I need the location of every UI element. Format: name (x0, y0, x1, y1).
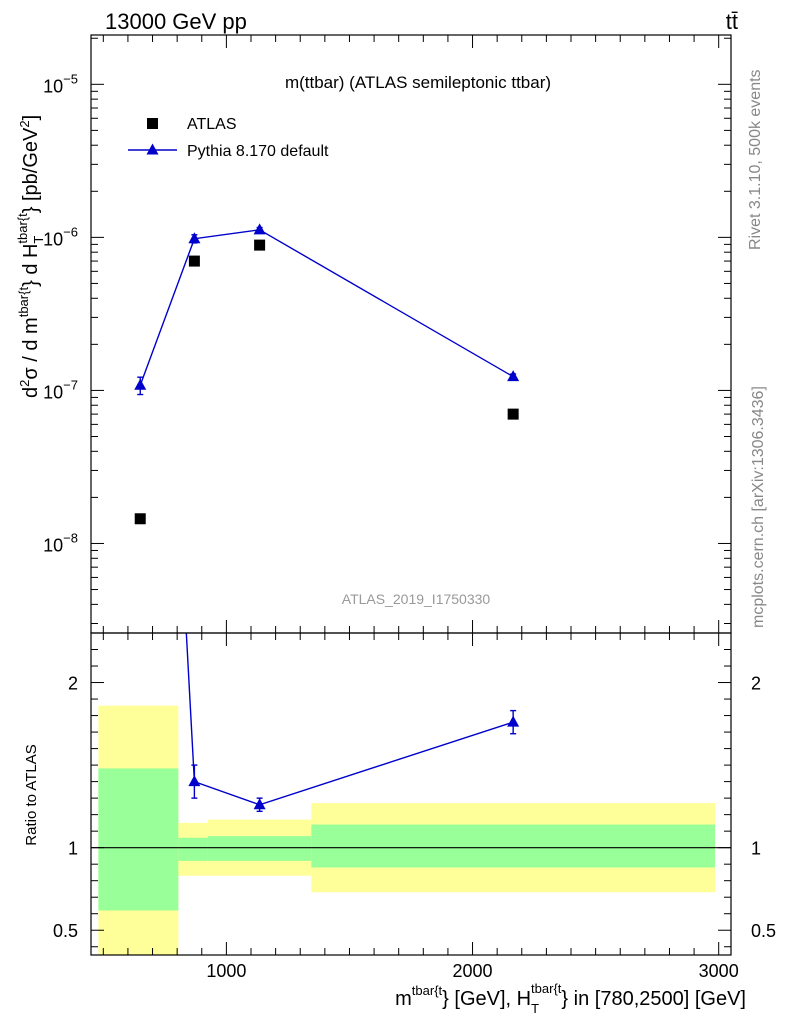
pythia-line (139, 229, 514, 386)
main-y-tick-base: 10 (43, 535, 63, 555)
ratio-y-tick-label-left: 0.5 (53, 921, 78, 941)
xlabel-range: } in [780,2500] [GeV] (561, 988, 746, 1010)
xlabel-m: m (395, 988, 412, 1010)
main-y-tick-base: 10 (43, 229, 63, 249)
mcplots-label: mcplots.cern.ch [arXiv:1306.3436] (750, 386, 767, 628)
ratio-frame (90, 632, 732, 956)
atlas-point (188, 255, 200, 267)
main-y-tick-label: 10−6 (43, 224, 78, 249)
xlabel-sub-t: T (531, 1001, 539, 1016)
ratio-band-green (178, 837, 208, 861)
rivet-version-label: Rivet 3.1.10, 500k events (747, 69, 764, 250)
x-tick-label: 2000 (453, 961, 493, 981)
xlabel-sup-tbar2: tbar{t (531, 981, 562, 996)
header-energy-label: 13000 GeV pp (105, 9, 247, 34)
main-y-axis-label: d2σ / d mtbar{t} d HTtbar{t} [pb/GeV2] (15, 115, 46, 398)
xlabel-gev-h: } [GeV], H (442, 988, 531, 1010)
header-process-label: tt̄ (726, 9, 738, 34)
main-panel: 10−810−710−610−5 m(ttbar) (ATLAS semilep… (15, 34, 732, 634)
ratio-pythia-point (188, 775, 201, 787)
ylabel-units: } [pb/GeV (20, 127, 42, 213)
analysis-tag: ATLAS_2019_I1750330 (342, 591, 491, 607)
ylabel-sub-t: T (31, 236, 46, 244)
ylabel-sup-units-2: 2 (17, 120, 32, 127)
main-y-tick-exp: −8 (63, 530, 78, 545)
main-y-tick-exp: −5 (63, 71, 78, 86)
ratio-pythia-point (253, 798, 266, 810)
ratio-y-tick-label-right: 0.5 (751, 921, 776, 941)
ylabel-sup-2: 2 (17, 380, 32, 387)
ylabel-sigma: σ / d m (20, 317, 42, 379)
main-y-tick-exp: −7 (63, 377, 78, 392)
ylabel-d: d (20, 387, 42, 398)
ylabel-dh: } d H (20, 244, 42, 287)
main-y-tick-base: 10 (43, 76, 63, 96)
pythia-point (134, 378, 147, 390)
main-y-tick-exp: −6 (63, 224, 78, 239)
ratio-pythia-point (507, 715, 520, 727)
main-y-tick-label: 10−8 (43, 530, 78, 555)
ratio-y-axis-label: Ratio to ATLAS (23, 744, 40, 845)
atlas-point (254, 239, 266, 251)
pythia-point (253, 223, 266, 235)
ratio-y-tick-label-right: 1 (751, 839, 761, 859)
pythia-point (188, 232, 201, 244)
main-y-tick-base: 10 (43, 382, 63, 402)
ylabel-sup-tbar1: tbar{t (16, 287, 31, 318)
main-title: m(ttbar) (ATLAS semileptonic ttbar) (285, 73, 551, 92)
x-tick-label: 1000 (206, 961, 246, 981)
x-axis-label: mtbar{t} [GeV], HTtbar{t} in [780,2500] … (395, 981, 746, 1016)
ratio-band-green (98, 768, 179, 911)
legend-marker-pythia (146, 143, 159, 155)
ratio-y-tick-label-left: 2 (68, 674, 78, 694)
pythia-point (507, 370, 520, 382)
ratio-y-tick-label-left: 1 (68, 839, 78, 859)
atlas-point (507, 408, 519, 420)
legend: ATLAS Pythia 8.170 default (128, 116, 329, 160)
ylabel-close: ] (20, 115, 42, 121)
legend-label-pythia: Pythia 8.170 default (187, 143, 329, 160)
legend-marker-atlas (147, 118, 158, 129)
ratio-pythia-line (185, 633, 514, 806)
ratio-band-green (311, 824, 715, 868)
main-y-tick-label: 10−5 (43, 71, 78, 96)
ylabel-sup-tbar2: tbar{t (15, 213, 30, 244)
legend-label-atlas: ATLAS (187, 116, 237, 133)
ratio-y-tick-label-right: 2 (751, 674, 761, 694)
x-tick-label: 3000 (699, 961, 739, 981)
ratio-band-green (207, 836, 312, 861)
main-y-tick-label: 10−7 (43, 377, 78, 402)
atlas-point (134, 513, 146, 525)
xlabel-sup-tbar1: tbar{t (412, 983, 443, 998)
